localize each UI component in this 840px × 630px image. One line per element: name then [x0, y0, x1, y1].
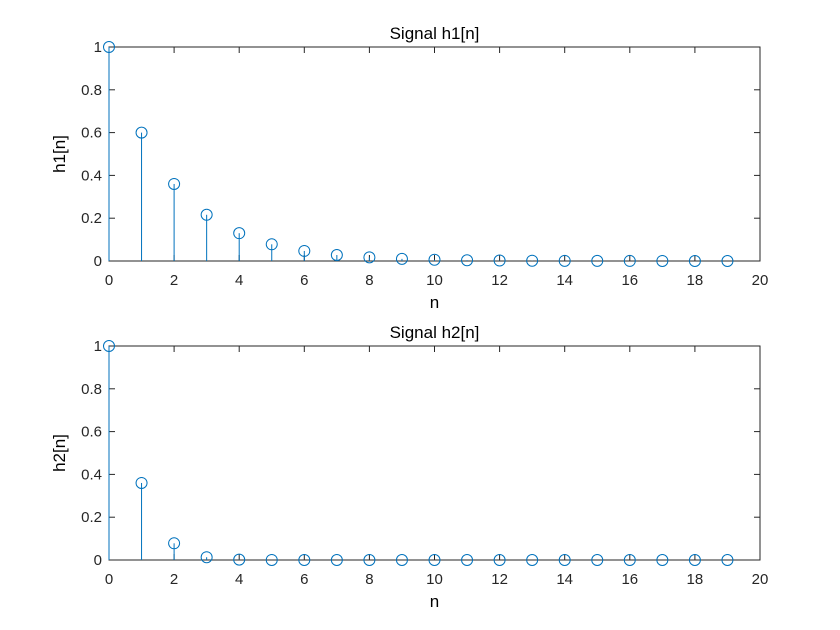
x-tick-label: 2 [170, 571, 178, 588]
stem-marker [298, 244, 311, 257]
x-tick-label: 8 [365, 571, 373, 588]
stem-marker [461, 554, 474, 566]
x-tick-label: 6 [300, 571, 308, 588]
stem-marker [135, 126, 148, 139]
x-tick-label: 20 [752, 272, 769, 289]
axes-frame [108, 345, 761, 561]
stem-marker [721, 254, 734, 267]
y-tick-label: 0.2 [81, 509, 102, 526]
stem-marker [526, 254, 539, 267]
x-tick-label: 18 [687, 272, 704, 289]
stem-marker [558, 254, 571, 267]
stem-marker [656, 254, 669, 267]
y-tick-label: 0.4 [81, 466, 102, 483]
subplot-h1: 0 2 4 6 8 10 12 14 16 18 20 0 0.2 0.4 0.6 0.8 1 Signal h1… [50, 24, 768, 312]
x-axis-label: n [430, 293, 439, 312]
stem-marker [721, 554, 734, 566]
x-tick-label: 16 [621, 272, 638, 289]
x-tick-label: 8 [365, 272, 373, 289]
x-tick-label: 12 [491, 272, 508, 289]
y-tick-label: 0.2 [81, 210, 102, 227]
stem-marker [265, 553, 278, 566]
stem-marker [298, 554, 311, 566]
y-tick-label: 0.6 [81, 424, 102, 441]
stem-marker [363, 554, 376, 566]
y-tick-label: 0.4 [81, 167, 102, 184]
x-tick-label: 10 [426, 571, 443, 588]
y-tick-label: 1 [94, 338, 102, 355]
stem-marker [168, 177, 181, 190]
y-tick-label: 0 [94, 253, 102, 270]
chart-title: Signal h1[n] [390, 24, 480, 43]
x-tick-label: 20 [752, 571, 769, 588]
y-tick-label: 0 [94, 552, 102, 569]
y-tick-label: 1 [94, 39, 102, 56]
x-tick-label: 6 [300, 272, 308, 289]
x-tick-label: 4 [235, 571, 243, 588]
stem-marker [493, 554, 506, 566]
subplot-h2: 0 2 4 6 8 10 12 14 16 18 20 0 0.2 0.4 0.6 0.8 1 Signal h2… [50, 323, 768, 611]
stem-marker [688, 254, 701, 267]
x-axis-label: n [430, 592, 439, 611]
x-tick-label: 12 [491, 571, 508, 588]
stem-marker [591, 254, 604, 267]
stem-marker [330, 554, 343, 566]
y-tick-label: 0.6 [81, 125, 102, 142]
x-tick-label: 18 [687, 571, 704, 588]
stem-marker [656, 554, 669, 566]
x-tick-label: 4 [235, 272, 243, 289]
stem-marker [591, 554, 604, 566]
chart-title: Signal h2[n] [390, 323, 480, 342]
stem-marker [103, 340, 115, 352]
y-axis-label: h1[n] [50, 135, 69, 173]
stem-marker [200, 551, 213, 564]
stem-marker [395, 252, 408, 265]
x-tick-label: 2 [170, 272, 178, 289]
stem-marker [200, 208, 213, 221]
y-tick-label: 0.8 [81, 381, 102, 398]
stem-marker [265, 238, 278, 251]
stem-marker [168, 537, 181, 550]
stem-marker [233, 553, 246, 566]
x-tick-label: 0 [105, 571, 113, 588]
stem-marker [363, 251, 376, 264]
stem-marker [688, 554, 701, 566]
stem-marker [526, 554, 539, 566]
stem-marker [428, 554, 441, 566]
stem-marker [623, 554, 636, 566]
stem-marker [103, 41, 115, 53]
stem-marker [493, 254, 506, 267]
stem-marker [135, 476, 148, 489]
x-tick-label: 10 [426, 272, 443, 289]
x-tick-label: 14 [556, 272, 573, 289]
stem-marker [428, 253, 441, 266]
x-tick-label: 16 [621, 571, 638, 588]
stem-marker [461, 254, 474, 267]
stem-marker [558, 554, 571, 566]
stem-marker [395, 554, 408, 566]
y-tick-label: 0.8 [81, 82, 102, 99]
stem-marker [330, 249, 343, 262]
y-axis-label: h2[n] [50, 434, 69, 472]
x-tick-label: 0 [105, 272, 113, 289]
stem-marker [233, 227, 246, 240]
x-tick-label: 14 [556, 571, 573, 588]
stem-marker [623, 254, 636, 267]
